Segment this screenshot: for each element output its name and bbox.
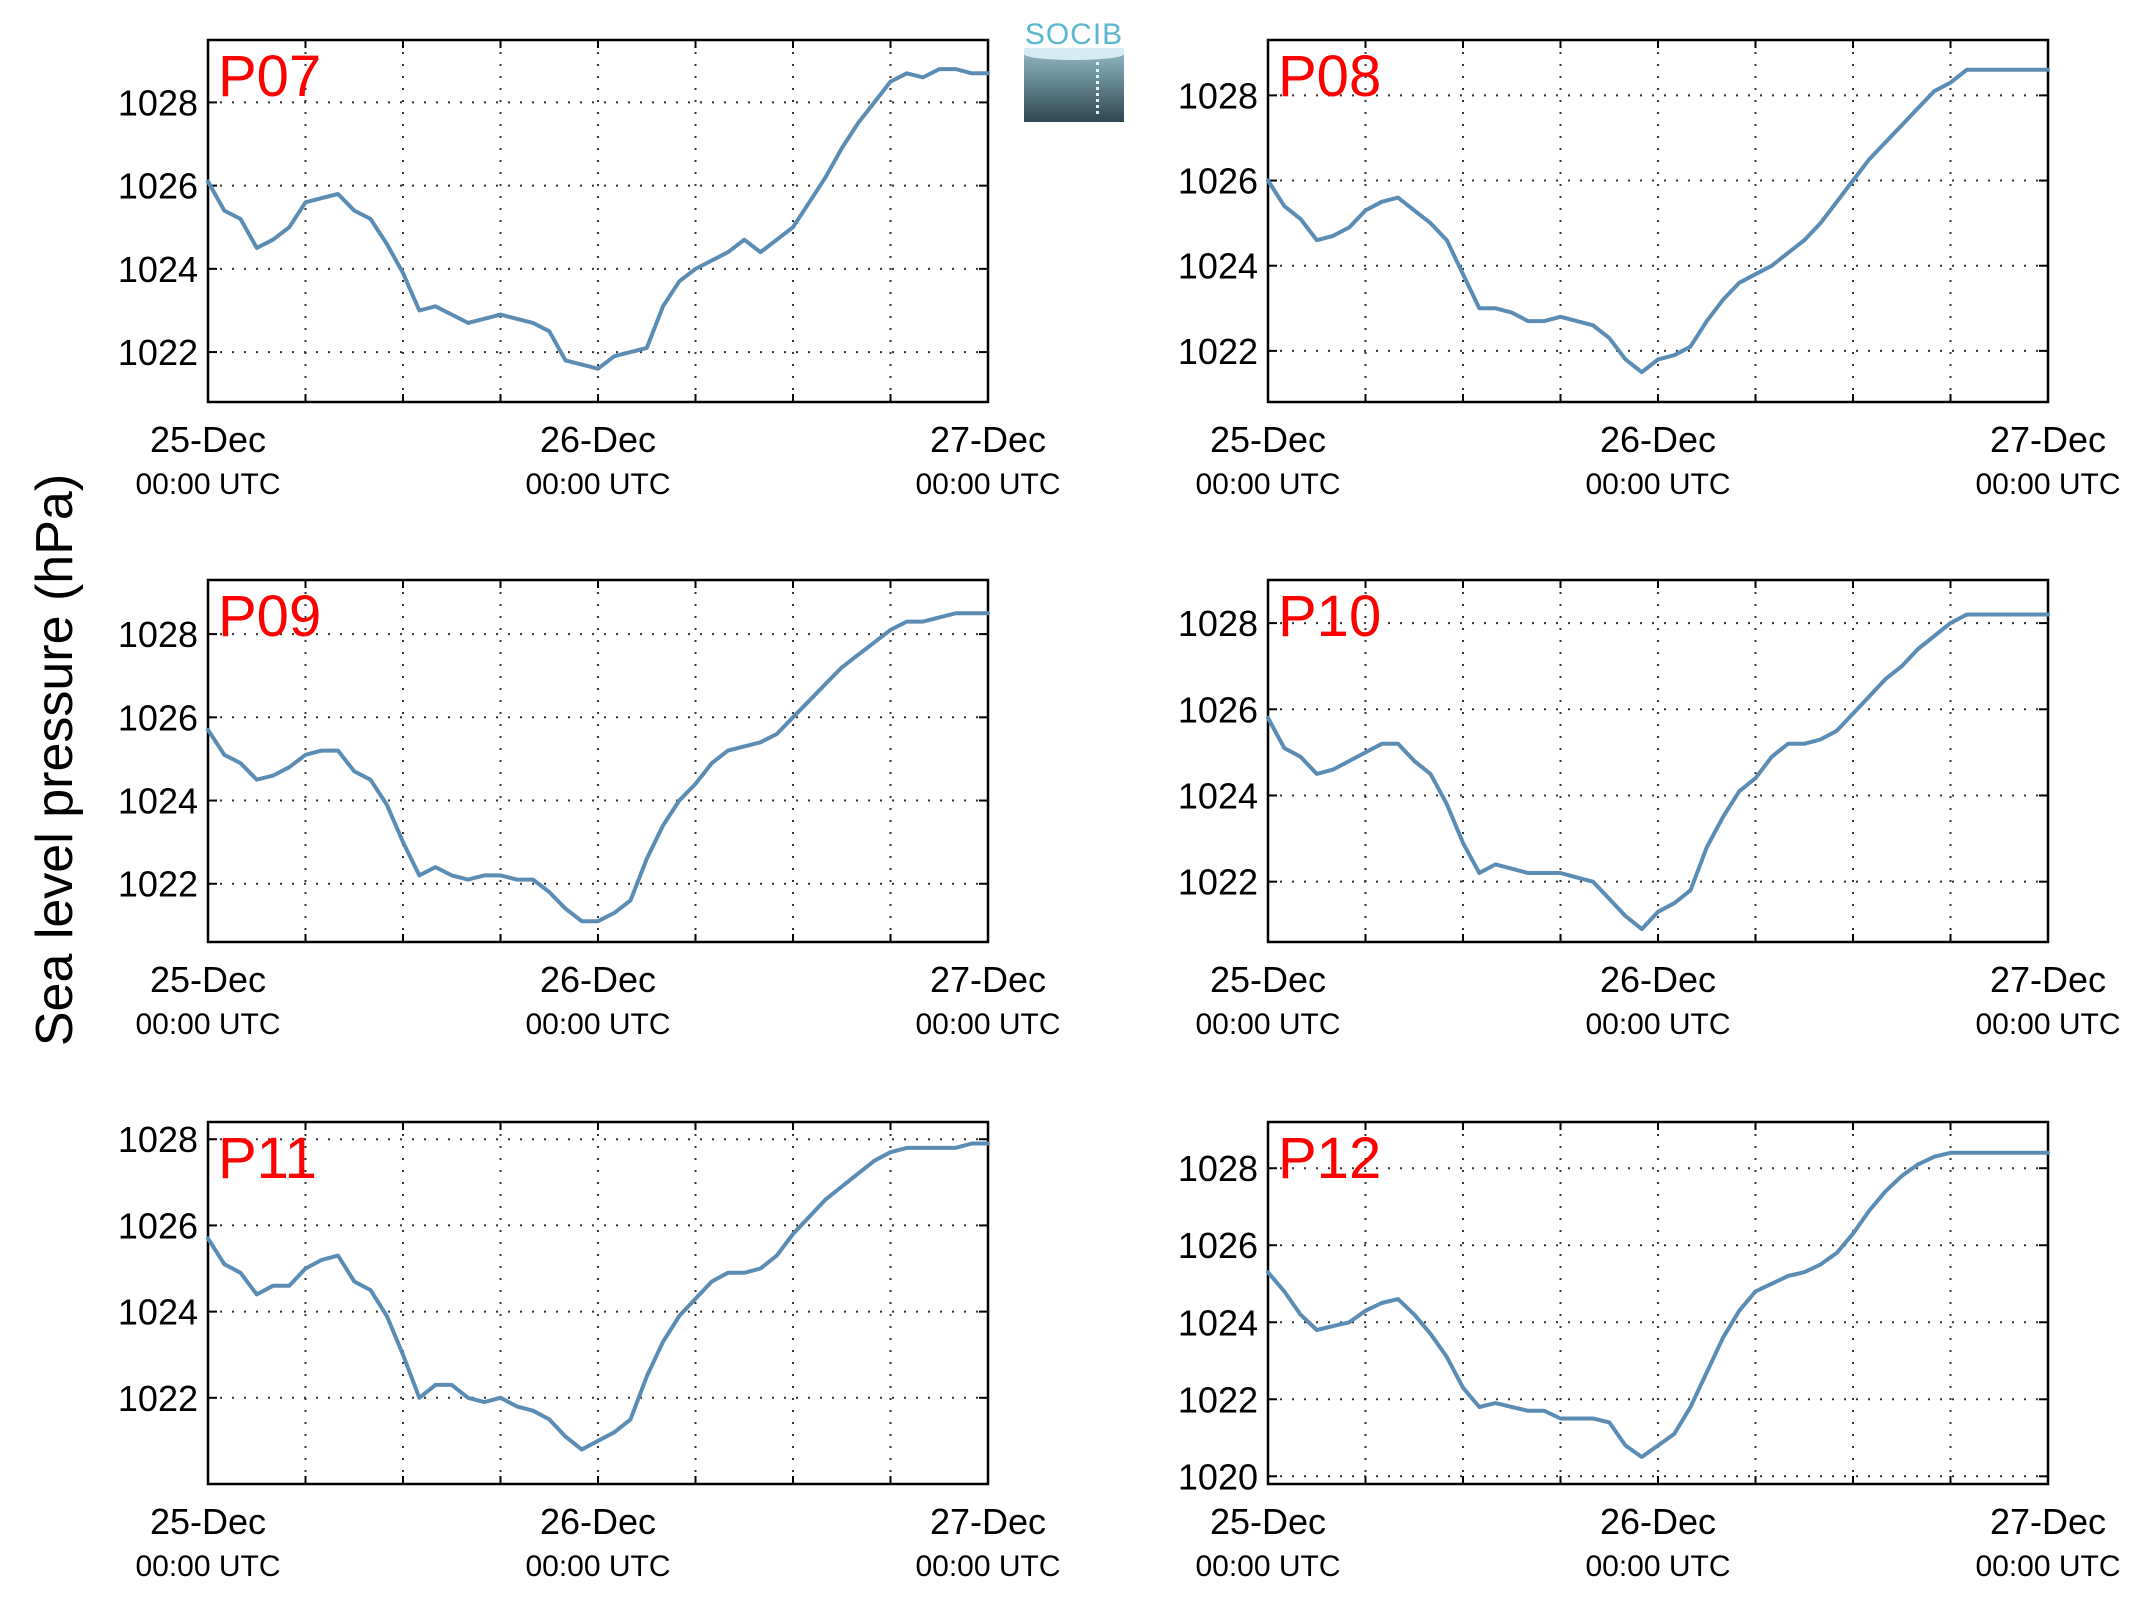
y-tick-label: 1026 bbox=[1178, 161, 1258, 202]
x-tick-label-time: 00:00 UTC bbox=[1975, 1550, 2120, 1583]
x-tick-label-date: 25-Dec bbox=[1210, 959, 1326, 1000]
plot-frame bbox=[1266, 1120, 2050, 1486]
panel-label: P07 bbox=[218, 44, 321, 109]
panel-label: P09 bbox=[218, 584, 321, 649]
socib-logo-wave bbox=[1024, 48, 1124, 60]
plot-frame bbox=[1266, 578, 2050, 944]
x-tick-label-time: 00:00 UTC bbox=[1195, 468, 1340, 501]
y-tick-label: 1026 bbox=[118, 697, 198, 738]
y-tick-label: 1022 bbox=[1178, 1379, 1258, 1420]
chart-panel-p09: 1022 1024 1026 1028 25-Dec 00:00 UTC 26-Dec 00:… bbox=[118, 578, 1061, 1041]
y-tick-label: 1022 bbox=[118, 332, 198, 373]
x-tick-label-time: 00:00 UTC bbox=[915, 468, 1060, 501]
x-tick-label-date: 27-Dec bbox=[930, 419, 1046, 460]
pressure-line bbox=[206, 611, 990, 924]
chart-panel-p08: 1022 1024 1026 1028 25-Dec 00:00 UTC 26-Dec 00:… bbox=[1178, 38, 2121, 501]
y-tick-label: 1020 bbox=[1178, 1456, 1258, 1497]
x-tick-label-date: 27-Dec bbox=[1990, 959, 2106, 1000]
socib-logo: SOCIB bbox=[1024, 18, 1124, 122]
x-tick-label-date: 27-Dec bbox=[1990, 1501, 2106, 1542]
plot-frame bbox=[206, 38, 990, 404]
chart-panel-p12: 1020 1022 1024 1026 1028 25-Dec 00:00 UTC 26-De… bbox=[1178, 1120, 2121, 1583]
y-tick-label: 1022 bbox=[118, 864, 198, 905]
x-tick-label-date: 25-Dec bbox=[150, 419, 266, 460]
x-tick-label-time: 00:00 UTC bbox=[1585, 1550, 1730, 1583]
y-tick-label: 1026 bbox=[118, 1205, 198, 1246]
x-tick-label-date: 26-Dec bbox=[1600, 419, 1716, 460]
y-tick-label: 1028 bbox=[118, 1119, 198, 1160]
x-tick-label-date: 26-Dec bbox=[540, 1501, 656, 1542]
y-tick-label: 1024 bbox=[118, 781, 198, 822]
chart-panel-p10: 1022 1024 1026 1028 25-Dec 00:00 UTC 26-Dec 00:… bbox=[1178, 578, 2121, 1041]
x-tick-label-date: 25-Dec bbox=[150, 959, 266, 1000]
x-tick-label-time: 00:00 UTC bbox=[1195, 1550, 1340, 1583]
panel-label: P12 bbox=[1278, 1126, 1381, 1191]
y-tick-label: 1024 bbox=[118, 1292, 198, 1333]
x-tick-label-date: 26-Dec bbox=[1600, 1501, 1716, 1542]
x-tick-label-time: 00:00 UTC bbox=[1585, 1008, 1730, 1041]
x-tick-label-date: 27-Dec bbox=[930, 1501, 1046, 1542]
y-tick-label: 1024 bbox=[1178, 775, 1258, 816]
y-tick-label: 1028 bbox=[118, 614, 198, 655]
pressure-line bbox=[1266, 1150, 2050, 1459]
x-tick-label-time: 00:00 UTC bbox=[525, 468, 670, 501]
x-tick-label-date: 25-Dec bbox=[1210, 419, 1326, 460]
x-tick-label-time: 00:00 UTC bbox=[525, 1550, 670, 1583]
x-tick-label-time: 00:00 UTC bbox=[1975, 1008, 2120, 1041]
y-tick-label: 1026 bbox=[1178, 1225, 1258, 1266]
x-tick-label-time: 00:00 UTC bbox=[135, 468, 280, 501]
plot-frame bbox=[206, 1120, 990, 1486]
plot-frame bbox=[206, 578, 990, 944]
x-tick-label-time: 00:00 UTC bbox=[525, 1008, 670, 1041]
x-tick-label-date: 27-Dec bbox=[1990, 419, 2106, 460]
pressure-line bbox=[1266, 67, 2050, 375]
y-tick-label: 1024 bbox=[118, 249, 198, 290]
x-tick-label-time: 00:00 UTC bbox=[915, 1550, 1060, 1583]
y-tick-label: 1026 bbox=[1178, 689, 1258, 730]
panel-label: P10 bbox=[1278, 584, 1381, 649]
x-tick-label-date: 25-Dec bbox=[150, 1501, 266, 1542]
x-tick-label-date: 25-Dec bbox=[1210, 1501, 1326, 1542]
y-tick-label: 1024 bbox=[1178, 246, 1258, 287]
x-tick-label-date: 27-Dec bbox=[930, 959, 1046, 1000]
socib-logo-text: SOCIB bbox=[1024, 18, 1124, 51]
y-tick-label: 1028 bbox=[1178, 75, 1258, 116]
panel-label: P11 bbox=[218, 1126, 317, 1191]
x-tick-label-time: 00:00 UTC bbox=[135, 1550, 280, 1583]
pressure-line bbox=[206, 1141, 990, 1452]
y-tick-label: 1026 bbox=[118, 166, 198, 207]
socib-logo-block bbox=[1024, 52, 1124, 122]
y-tick-label: 1028 bbox=[1178, 603, 1258, 644]
panel-label: P08 bbox=[1278, 44, 1381, 109]
y-tick-label: 1022 bbox=[1178, 862, 1258, 903]
pressure-line bbox=[1266, 612, 2050, 932]
x-tick-label-time: 00:00 UTC bbox=[1975, 468, 2120, 501]
chart-panel-p11: 1022 1024 1026 1028 25-Dec 00:00 UTC 26-Dec 00:… bbox=[118, 1119, 1061, 1583]
x-tick-label-time: 00:00 UTC bbox=[135, 1008, 280, 1041]
x-tick-label-date: 26-Dec bbox=[540, 959, 656, 1000]
y-axis-label: Sea level pressure (hPa) bbox=[26, 474, 84, 1046]
x-tick-label-time: 00:00 UTC bbox=[1195, 1008, 1340, 1041]
y-tick-label: 1022 bbox=[1178, 331, 1258, 372]
plot-frame bbox=[1266, 38, 2050, 404]
x-tick-label-time: 00:00 UTC bbox=[1585, 468, 1730, 501]
y-tick-label: 1028 bbox=[1178, 1148, 1258, 1189]
x-tick-label-date: 26-Dec bbox=[1600, 959, 1716, 1000]
pressure-line bbox=[206, 67, 990, 371]
x-tick-label-date: 26-Dec bbox=[540, 419, 656, 460]
x-tick-label-time: 00:00 UTC bbox=[915, 1008, 1060, 1041]
chart-panel-p07: 1022 1024 1026 1028 25-Dec 00:00 UTC 26-Dec 00:… bbox=[118, 38, 1061, 501]
y-tick-label: 1022 bbox=[118, 1378, 198, 1419]
socib-logo-dots bbox=[1096, 62, 1099, 114]
y-tick-label: 1024 bbox=[1178, 1302, 1258, 1343]
y-tick-label: 1028 bbox=[118, 82, 198, 123]
